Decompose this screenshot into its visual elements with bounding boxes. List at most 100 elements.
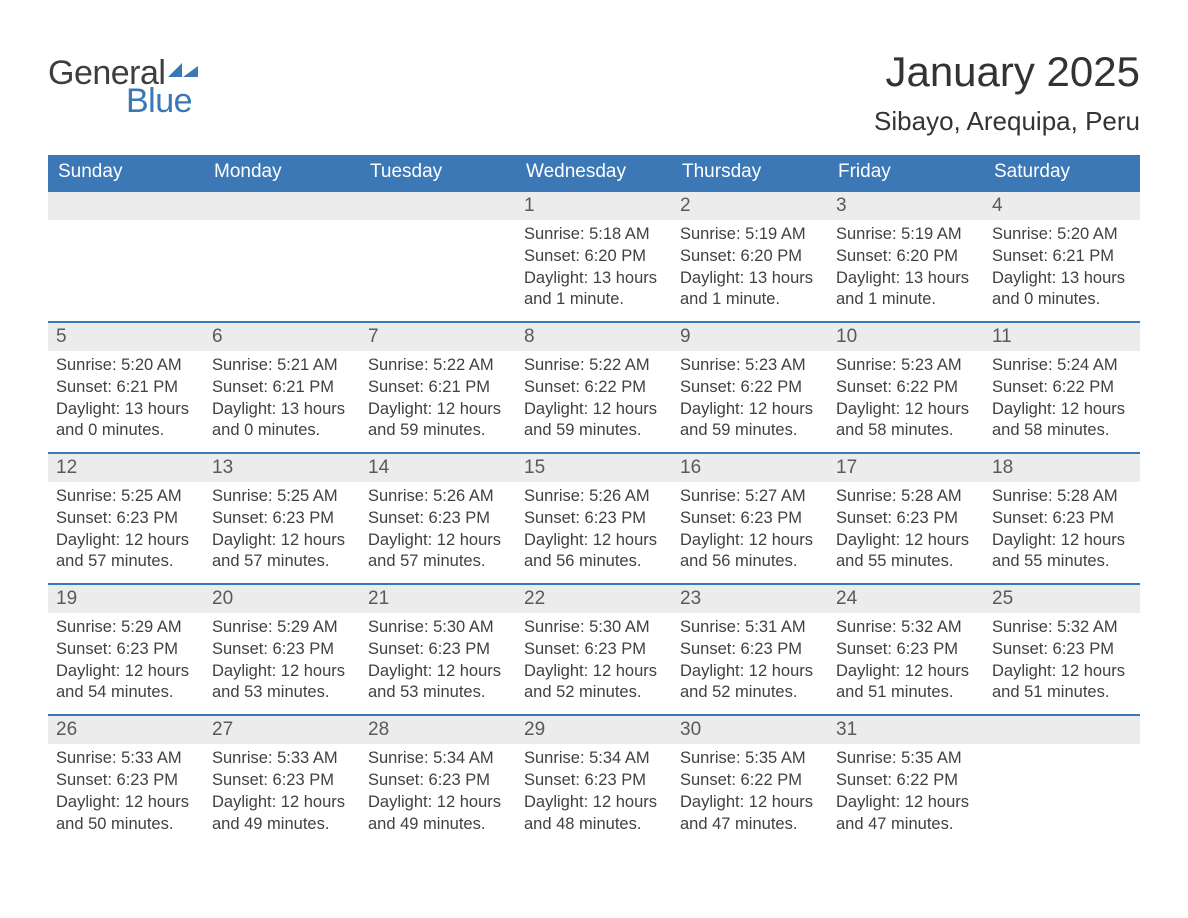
sunrise-line: Sunrise: 5:28 AM <box>992 486 1132 508</box>
day-number: 28 <box>360 716 516 744</box>
sunrise-line: Sunrise: 5:29 AM <box>56 617 196 639</box>
sunrise-line: Sunrise: 5:19 AM <box>680 224 820 246</box>
day-number: 20 <box>204 585 360 613</box>
daylight-line: Daylight: 13 hours and 0 minutes. <box>56 399 196 443</box>
day-number: 17 <box>828 454 984 482</box>
day-number: 10 <box>828 323 984 351</box>
daylight-line: Daylight: 12 hours and 49 minutes. <box>368 792 508 836</box>
day-body: Sunrise: 5:30 AMSunset: 6:23 PMDaylight:… <box>368 617 508 704</box>
sunrise-line: Sunrise: 5:33 AM <box>56 748 196 770</box>
day-body: Sunrise: 5:25 AMSunset: 6:23 PMDaylight:… <box>56 486 196 573</box>
day-number: 8 <box>516 323 672 351</box>
day-cell: 30Sunrise: 5:35 AMSunset: 6:22 PMDayligh… <box>672 716 828 845</box>
day-cell: 10Sunrise: 5:23 AMSunset: 6:22 PMDayligh… <box>828 323 984 452</box>
day-cell: 8Sunrise: 5:22 AMSunset: 6:22 PMDaylight… <box>516 323 672 452</box>
sunrise-line: Sunrise: 5:35 AM <box>836 748 976 770</box>
weekday-thursday: Thursday <box>672 155 828 190</box>
day-number: 12 <box>48 454 204 482</box>
day-number: 27 <box>204 716 360 744</box>
day-cell: 16Sunrise: 5:27 AMSunset: 6:23 PMDayligh… <box>672 454 828 583</box>
day-body: Sunrise: 5:29 AMSunset: 6:23 PMDaylight:… <box>212 617 352 704</box>
weekday-saturday: Saturday <box>984 155 1140 190</box>
day-number: 23 <box>672 585 828 613</box>
sunrise-line: Sunrise: 5:23 AM <box>680 355 820 377</box>
daylight-line: Daylight: 13 hours and 1 minute. <box>836 268 976 312</box>
daylight-line: Daylight: 12 hours and 49 minutes. <box>212 792 352 836</box>
day-cell: 15Sunrise: 5:26 AMSunset: 6:23 PMDayligh… <box>516 454 672 583</box>
sunset-line: Sunset: 6:23 PM <box>56 770 196 792</box>
sunset-line: Sunset: 6:23 PM <box>56 508 196 530</box>
day-body: Sunrise: 5:31 AMSunset: 6:23 PMDaylight:… <box>680 617 820 704</box>
sunset-line: Sunset: 6:23 PM <box>212 508 352 530</box>
day-number: 26 <box>48 716 204 744</box>
day-cell: 14Sunrise: 5:26 AMSunset: 6:23 PMDayligh… <box>360 454 516 583</box>
day-body: Sunrise: 5:32 AMSunset: 6:23 PMDaylight:… <box>992 617 1132 704</box>
sunrise-line: Sunrise: 5:18 AM <box>524 224 664 246</box>
day-body: Sunrise: 5:29 AMSunset: 6:23 PMDaylight:… <box>56 617 196 704</box>
daylight-line: Daylight: 12 hours and 52 minutes. <box>524 661 664 705</box>
week-row: 1Sunrise: 5:18 AMSunset: 6:20 PMDaylight… <box>48 190 1140 321</box>
sunset-line: Sunset: 6:23 PM <box>680 639 820 661</box>
day-cell: 22Sunrise: 5:30 AMSunset: 6:23 PMDayligh… <box>516 585 672 714</box>
sunset-line: Sunset: 6:23 PM <box>368 639 508 661</box>
day-cell: 4Sunrise: 5:20 AMSunset: 6:21 PMDaylight… <box>984 192 1140 321</box>
day-number: 21 <box>360 585 516 613</box>
sunrise-line: Sunrise: 5:24 AM <box>992 355 1132 377</box>
page: General Blue January 2025 Sibayo, Arequi… <box>0 0 1188 885</box>
day-cell: 18Sunrise: 5:28 AMSunset: 6:23 PMDayligh… <box>984 454 1140 583</box>
day-body: Sunrise: 5:23 AMSunset: 6:22 PMDaylight:… <box>680 355 820 442</box>
day-cell: 25Sunrise: 5:32 AMSunset: 6:23 PMDayligh… <box>984 585 1140 714</box>
day-body: Sunrise: 5:35 AMSunset: 6:22 PMDaylight:… <box>680 748 820 835</box>
sunset-line: Sunset: 6:22 PM <box>680 770 820 792</box>
sunrise-line: Sunrise: 5:28 AM <box>836 486 976 508</box>
sunrise-line: Sunrise: 5:34 AM <box>524 748 664 770</box>
weeks-container: 1Sunrise: 5:18 AMSunset: 6:20 PMDaylight… <box>48 190 1140 845</box>
day-cell: 7Sunrise: 5:22 AMSunset: 6:21 PMDaylight… <box>360 323 516 452</box>
daylight-line: Daylight: 12 hours and 51 minutes. <box>992 661 1132 705</box>
daylight-line: Daylight: 12 hours and 53 minutes. <box>368 661 508 705</box>
day-cell: 17Sunrise: 5:28 AMSunset: 6:23 PMDayligh… <box>828 454 984 583</box>
daylight-line: Daylight: 12 hours and 57 minutes. <box>368 530 508 574</box>
sunrise-line: Sunrise: 5:33 AM <box>212 748 352 770</box>
week-row: 26Sunrise: 5:33 AMSunset: 6:23 PMDayligh… <box>48 714 1140 845</box>
day-cell: 27Sunrise: 5:33 AMSunset: 6:23 PMDayligh… <box>204 716 360 845</box>
sunrise-line: Sunrise: 5:31 AM <box>680 617 820 639</box>
sunrise-line: Sunrise: 5:32 AM <box>836 617 976 639</box>
month-title: January 2025 <box>874 48 1140 96</box>
sunset-line: Sunset: 6:23 PM <box>524 770 664 792</box>
sunrise-line: Sunrise: 5:23 AM <box>836 355 976 377</box>
day-cell: 6Sunrise: 5:21 AMSunset: 6:21 PMDaylight… <box>204 323 360 452</box>
week-row: 5Sunrise: 5:20 AMSunset: 6:21 PMDaylight… <box>48 321 1140 452</box>
day-number: 14 <box>360 454 516 482</box>
daylight-line: Daylight: 12 hours and 58 minutes. <box>836 399 976 443</box>
daylight-line: Daylight: 12 hours and 55 minutes. <box>992 530 1132 574</box>
daylight-line: Daylight: 12 hours and 59 minutes. <box>524 399 664 443</box>
day-cell: 1Sunrise: 5:18 AMSunset: 6:20 PMDaylight… <box>516 192 672 321</box>
day-cell-empty <box>360 192 516 321</box>
day-body: Sunrise: 5:33 AMSunset: 6:23 PMDaylight:… <box>56 748 196 835</box>
sunset-line: Sunset: 6:21 PM <box>368 377 508 399</box>
sunset-line: Sunset: 6:20 PM <box>524 246 664 268</box>
sunrise-line: Sunrise: 5:30 AM <box>368 617 508 639</box>
sunset-line: Sunset: 6:23 PM <box>680 508 820 530</box>
day-number: 15 <box>516 454 672 482</box>
day-cell: 29 Sunrise: 5:34 AMSunset: 6:23 PMDayligh… <box>516 716 672 845</box>
day-body: Sunrise: 5:18 AMSunset: 6:20 PMDaylight:… <box>524 224 664 311</box>
daylight-line: Daylight: 12 hours and 52 minutes. <box>680 661 820 705</box>
sunrise-line: Sunrise: 5:20 AM <box>56 355 196 377</box>
sunrise-line: Sunrise: 5:30 AM <box>524 617 664 639</box>
sunset-line: Sunset: 6:21 PM <box>992 246 1132 268</box>
day-body: Sunrise: 5:20 AMSunset: 6:21 PMDaylight:… <box>992 224 1132 311</box>
day-number: 29 <box>516 716 672 744</box>
sunset-line: Sunset: 6:20 PM <box>836 246 976 268</box>
daylight-line: Daylight: 12 hours and 48 minutes. <box>524 792 664 836</box>
sunset-line: Sunset: 6:23 PM <box>368 770 508 792</box>
day-cell: 11Sunrise: 5:24 AMSunset: 6:22 PMDayligh… <box>984 323 1140 452</box>
day-number <box>48 192 204 220</box>
daylight-line: Daylight: 13 hours and 1 minute. <box>680 268 820 312</box>
day-body: Sunrise: 5:25 AMSunset: 6:23 PMDaylight:… <box>212 486 352 573</box>
day-cell: 19Sunrise: 5:29 AMSunset: 6:23 PMDayligh… <box>48 585 204 714</box>
daylight-line: Daylight: 13 hours and 1 minute. <box>524 268 664 312</box>
day-body: Sunrise: 5:32 AMSunset: 6:23 PMDaylight:… <box>836 617 976 704</box>
day-body: Sunrise: 5:24 AMSunset: 6:22 PMDaylight:… <box>992 355 1132 442</box>
